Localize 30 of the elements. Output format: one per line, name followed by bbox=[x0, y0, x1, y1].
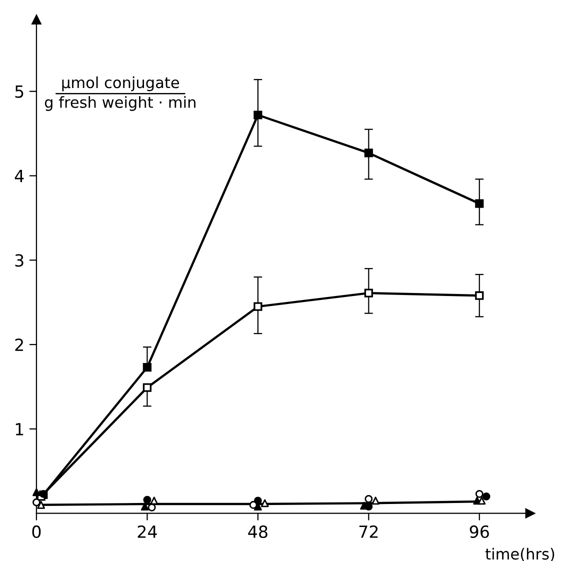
y-tick-label: 4 bbox=[14, 170, 24, 182]
point bbox=[142, 363, 152, 372]
y-tick-label: 1 bbox=[16, 423, 24, 436]
point bbox=[475, 199, 484, 208]
x-tick-label: 96 bbox=[470, 525, 489, 538]
point bbox=[364, 495, 373, 503]
point bbox=[254, 302, 262, 311]
point bbox=[32, 488, 40, 496]
point bbox=[260, 499, 269, 508]
point bbox=[254, 110, 262, 120]
point bbox=[143, 496, 152, 504]
point bbox=[364, 148, 373, 158]
point bbox=[482, 492, 490, 500]
point bbox=[475, 490, 484, 498]
y-tick-label: 3 bbox=[15, 254, 24, 267]
point bbox=[32, 498, 40, 506]
x-tick-label: 0 bbox=[32, 525, 41, 538]
point bbox=[140, 502, 149, 511]
y-tick-label: 2 bbox=[15, 338, 23, 351]
y-tick-label: 5 bbox=[15, 86, 24, 98]
x-tick-label: 72 bbox=[359, 525, 378, 538]
annotation: g fresh weight · min bbox=[44, 96, 196, 111]
annotation: µmol conjugate bbox=[62, 76, 180, 92]
x-tick-label: 24 bbox=[138, 525, 157, 538]
point bbox=[364, 288, 373, 298]
point bbox=[360, 502, 368, 510]
point bbox=[142, 383, 152, 392]
x-axis-title: time(hrs) bbox=[486, 548, 554, 561]
x-tick-label: 48 bbox=[248, 525, 268, 538]
point bbox=[475, 291, 484, 300]
